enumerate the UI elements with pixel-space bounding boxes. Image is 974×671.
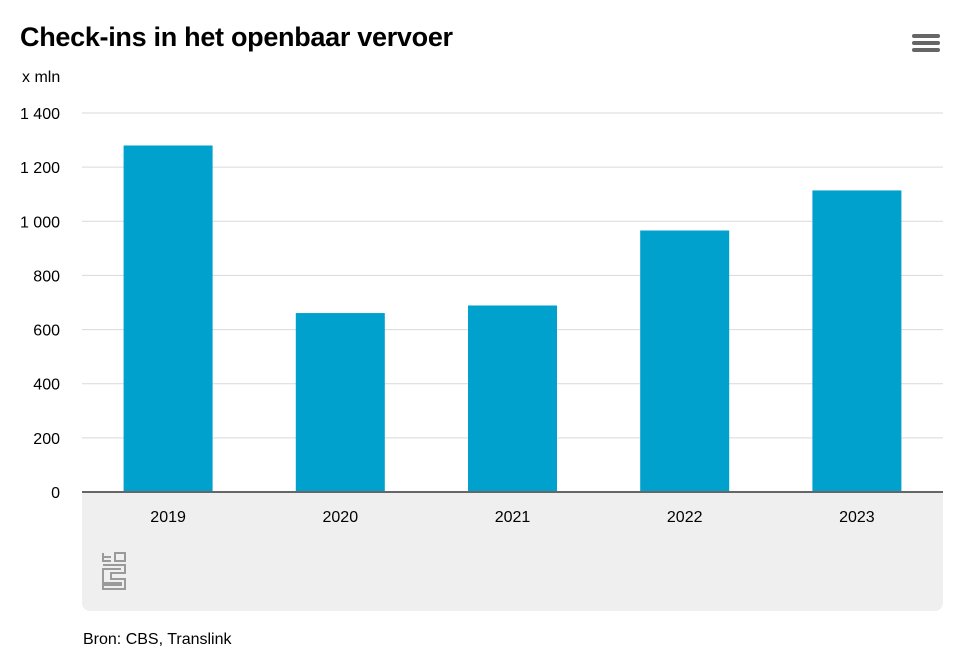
- y-tick-label: 1 000: [20, 214, 60, 231]
- y-tick-label: 800: [33, 268, 60, 285]
- cbs-logo-icon: [102, 552, 126, 590]
- menu-line: [912, 48, 940, 52]
- x-tick-label: 2019: [150, 509, 186, 526]
- y-tick-label: 1 400: [20, 106, 60, 123]
- x-tick-label: 2020: [323, 509, 359, 526]
- bar-2022: [640, 230, 730, 493]
- bar-2023: [812, 190, 902, 492]
- bar-2019: [123, 145, 213, 492]
- x-tick-label: 2021: [495, 509, 531, 526]
- bar-2020: [295, 313, 385, 492]
- menu-line: [912, 41, 940, 45]
- y-axis-unit-label: x mln: [22, 69, 61, 86]
- y-tick-label: 0: [51, 485, 60, 502]
- y-tick-label: 600: [33, 323, 60, 340]
- x-tick-label: 2023: [839, 509, 875, 526]
- chart-title: Check-ins in het openbaar vervoer: [20, 22, 453, 52]
- hamburger-menu-icon[interactable]: [912, 34, 940, 58]
- y-tick-label: 400: [33, 377, 60, 394]
- menu-line: [912, 34, 940, 38]
- chart-footer-panel: [82, 492, 943, 611]
- y-tick-label: 1 200: [20, 160, 60, 177]
- bar-2021: [468, 305, 557, 492]
- x-tick-label: 2022: [667, 509, 703, 526]
- y-tick-label: 200: [33, 431, 60, 448]
- source-note: Bron: CBS, Translink: [83, 631, 232, 648]
